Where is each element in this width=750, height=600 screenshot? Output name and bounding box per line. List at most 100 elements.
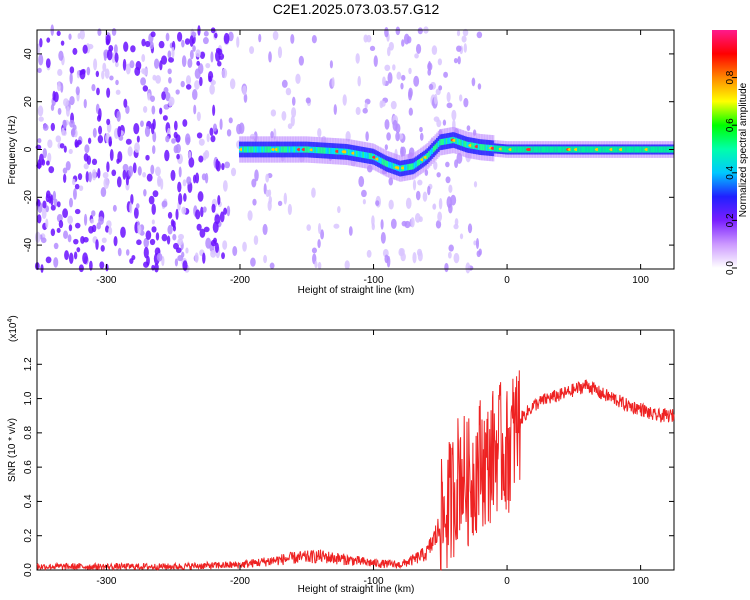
heatmap-noise-cell	[357, 75, 361, 87]
heatmap-ridge-core	[250, 146, 253, 153]
heatmap-noise-cell	[210, 250, 217, 258]
heatmap-noise-cell	[177, 238, 184, 246]
heatmap-noise-cell	[228, 31, 234, 42]
heatmap-noise-cell	[178, 193, 183, 205]
heatmap-noise-cell	[142, 85, 149, 92]
heatmap-ridge-core	[277, 146, 280, 153]
heatmap-noise-cell	[371, 222, 375, 231]
heatmap-ridge-core	[248, 146, 251, 153]
heatmap-ridge-core	[521, 146, 524, 153]
heatmap-ridge-core	[607, 146, 610, 153]
heatmap-noise-cell	[109, 149, 114, 162]
heatmap-ridge-core	[355, 150, 359, 157]
heatmap-noise-cell	[64, 250, 69, 261]
heatmap-noise-cell	[141, 38, 146, 47]
heatmap-noise-cell	[122, 169, 127, 180]
heatmap-noise-cell	[317, 261, 322, 270]
heatmap-noise-cell	[444, 262, 449, 273]
colorbar-ticks: 0.0 0.2 0.4 0.6 0.8	[725, 70, 737, 275]
heatmap-ridge-core	[464, 141, 468, 148]
heatmap-noise-cell	[133, 123, 140, 135]
heatmap-noise-cell	[136, 135, 140, 143]
heatmap-ridge-core	[243, 146, 246, 153]
heatmap-noise-cell	[62, 208, 68, 219]
heatmap-noise-cell	[106, 161, 110, 173]
heatmap-noise-cell	[171, 46, 175, 59]
heatmap-ridge-core	[505, 146, 508, 153]
heatmap-noise-cell	[311, 35, 317, 44]
heatmap-ridge-core	[495, 145, 498, 152]
heatmap-noise-cell	[386, 132, 391, 141]
heatmap-ridge-core	[269, 146, 272, 153]
heatmap-noise-cell	[380, 100, 386, 107]
heatmap-ridge-core	[263, 146, 266, 153]
heatmap-noise-cell	[392, 64, 396, 71]
heatmap-noise-cell	[265, 173, 270, 183]
heatmap-noise-cell	[199, 51, 206, 59]
heatmap-noise-cell	[63, 173, 67, 184]
heatmap-noise-cell	[125, 176, 129, 186]
heatmap-ridge-core	[288, 146, 291, 153]
heatmap-noise-cell	[212, 221, 219, 233]
heatmap-noise-cell	[87, 137, 92, 144]
heatmap-noise-cell	[68, 33, 72, 40]
heatmap-noise-cell	[155, 166, 161, 177]
heatmap-ridge-core	[418, 158, 421, 166]
heatmap-ridge-core	[384, 160, 388, 167]
heatmap-noise-cell	[168, 57, 174, 63]
heatmap-noise-cell	[78, 264, 84, 273]
heatmap-noise-cell	[206, 133, 210, 143]
heatmap-noise-cell	[99, 261, 105, 269]
heatmap-noise-cell	[131, 254, 136, 261]
heatmap-ridge-core	[456, 138, 460, 145]
heatmap-ridge-core	[519, 146, 522, 153]
heatmap-ridge-core	[282, 146, 285, 153]
heatmap-noise-cell	[86, 66, 91, 76]
heatmap-noise-cell	[155, 75, 162, 84]
heatmap-ridge-core	[522, 146, 525, 153]
heatmap-noise-cell	[224, 161, 231, 169]
heatmap-noise-cell	[65, 161, 71, 171]
heatmap-noise-cell	[45, 256, 52, 264]
heatmap-ridge-core	[532, 146, 535, 153]
heatmap-noise-cell	[219, 118, 223, 131]
heatmap-ridge-core	[349, 149, 352, 156]
heatmap-noise-cell	[37, 159, 42, 170]
heatmap-noise-cell	[366, 249, 372, 258]
heatmap-noise-cell	[132, 162, 137, 174]
heatmap-noise-cell	[476, 31, 483, 39]
heatmap-noise-cell	[159, 107, 163, 115]
heatmap-noise-cell	[63, 145, 67, 153]
heatmap-noise-cell	[473, 240, 477, 246]
heatmap-noise-cell	[116, 176, 122, 188]
heatmap-ridge-core	[463, 140, 466, 147]
heatmap-noise-cell	[380, 219, 384, 230]
heatmap-noise-cell	[140, 120, 144, 127]
heatmap-ridge-core	[378, 156, 381, 163]
heatmap-ridge-core	[602, 146, 605, 153]
heatmap-noise-cell	[37, 138, 42, 144]
heatmap-noise-cell	[453, 58, 458, 64]
heatmap-noise-cell	[40, 237, 47, 244]
heatmap-noise-cell	[50, 204, 56, 211]
heatmap-noise-cell	[63, 230, 69, 239]
heatmap-noise-cell	[415, 43, 422, 54]
heatmap-ridge-core	[255, 146, 258, 153]
heatmap-ridge-core	[370, 153, 373, 160]
heatmap-noise-cell	[37, 105, 44, 117]
heatmap-noise-cell	[395, 26, 401, 36]
heatmap-noise-cell	[93, 58, 98, 71]
heatmap-noise-cell	[173, 120, 178, 131]
line-y-tick-label: 0.4	[23, 494, 34, 508]
heatmap-noise-cell	[41, 208, 47, 220]
heatmap-noise-cell	[172, 225, 177, 232]
heatmap-noise-cell	[317, 222, 322, 234]
line-y-tick-label: 0.6	[23, 460, 34, 474]
heatmap-noise-cell	[55, 135, 62, 143]
heatmap-ridge-core	[428, 151, 431, 158]
heatmap-noise-cell	[408, 87, 413, 98]
heatmap-ridge-core	[556, 146, 559, 153]
heatmap-noise-cell	[388, 199, 394, 210]
heatmap-ridge-core	[440, 138, 444, 146]
